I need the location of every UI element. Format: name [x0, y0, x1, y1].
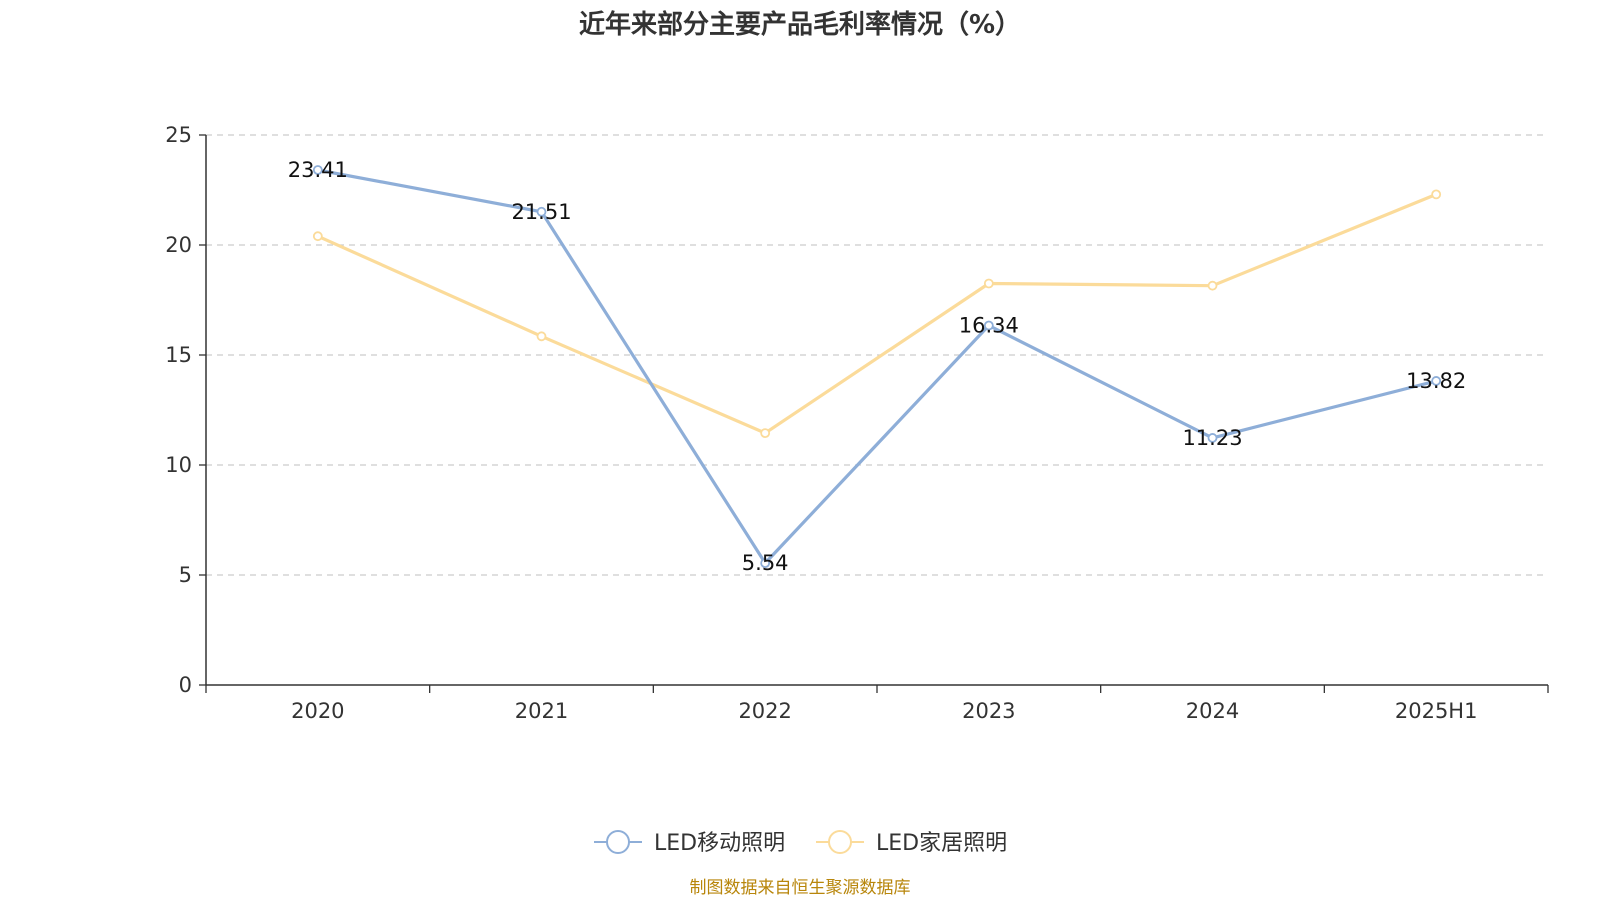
data-point — [983, 320, 994, 331]
data-label: 11.23 — [1182, 426, 1242, 450]
legend-circle-icon — [606, 830, 630, 854]
x-tick-label: 2025H1 — [1395, 699, 1478, 723]
legend[interactable]: LED移动照明 LED家居照明 — [594, 830, 1007, 856]
data-point — [983, 278, 994, 289]
series-layer — [312, 165, 1442, 569]
y-tick-label: 15 — [165, 343, 192, 367]
legend-item[interactable]: LED移动照明 — [594, 830, 785, 856]
y-tick-label: 25 — [165, 123, 192, 147]
y-tick-label: 10 — [165, 453, 192, 477]
data-label: 21.51 — [511, 200, 571, 224]
data-point — [1431, 376, 1442, 386]
y-tick-label: 5 — [179, 563, 192, 587]
data-point — [1431, 189, 1442, 200]
data-point — [312, 165, 323, 175]
data-label: 13.82 — [1406, 369, 1466, 393]
data-point — [312, 231, 323, 242]
legend-item[interactable]: LED家居照明 — [816, 830, 1007, 856]
data-point — [760, 428, 771, 439]
source-note: 制图数据来自恒生聚源数据库 — [690, 878, 911, 898]
data-point — [1207, 433, 1218, 443]
data-point — [536, 331, 547, 342]
x-tick-label: 2021 — [515, 699, 568, 723]
series-line — [317, 168, 1437, 565]
y-tick-label: 0 — [179, 673, 192, 697]
legend-label: LED家居照明 — [876, 831, 1007, 856]
data-point — [536, 206, 547, 217]
x-tick-label: 2020 — [291, 699, 344, 723]
legend-circle-icon — [828, 830, 852, 854]
x-tick-label: 2024 — [1186, 699, 1239, 723]
chart-title: 近年来部分主要产品毛利率情况（%） — [579, 9, 1021, 40]
data-label: 16.34 — [959, 314, 1019, 338]
data-labels: 23.41 21.51 5.54 16.34 11.23 13.82 — [288, 158, 1466, 575]
data-point — [760, 558, 771, 569]
x-tick-label: 2022 — [738, 699, 791, 723]
y-tick-label: 20 — [165, 233, 192, 257]
data-label: 5.54 — [742, 551, 789, 575]
x-tick-label: 2023 — [962, 699, 1015, 723]
axes: 0 5 10 15 20 25 2020 2021 2022 2023 2024 2025H1 — [165, 123, 1549, 723]
grid-lines — [206, 134, 1548, 576]
legend-label: LED移动照明 — [654, 831, 785, 856]
series-line — [317, 192, 1437, 435]
data-label: 23.41 — [288, 158, 348, 182]
data-point — [1207, 280, 1218, 291]
